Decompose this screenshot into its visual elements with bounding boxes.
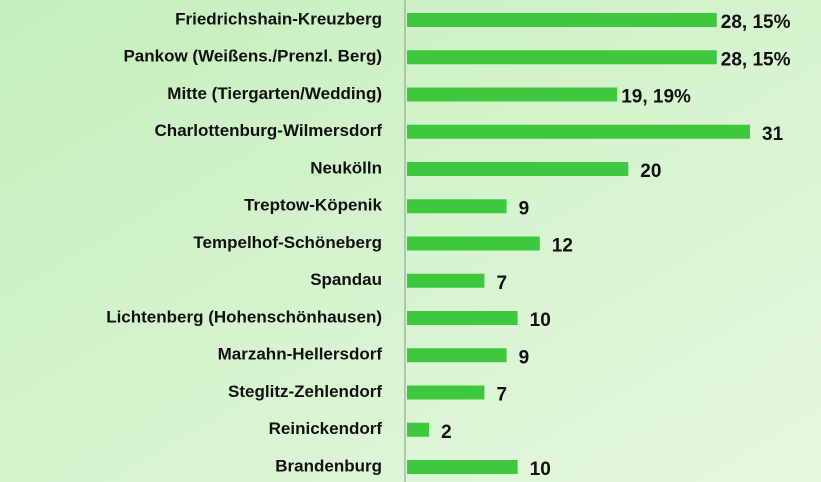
bar xyxy=(407,13,717,27)
category-label: Reinickendorf xyxy=(269,419,383,438)
value-label: 2 xyxy=(441,422,452,443)
category-label: Tempelhof-Schöneberg xyxy=(193,233,382,252)
category-label: Brandenburg xyxy=(275,456,382,475)
value-label: 9 xyxy=(519,347,530,368)
category-label: Marzahn-Hellersdorf xyxy=(218,345,383,364)
category-label: Lichtenberg (Hohenschönhausen) xyxy=(106,307,382,326)
category-label: Mitte (Tiergarten/Wedding) xyxy=(167,84,382,103)
value-label: 28, 15% xyxy=(721,49,791,70)
category-label: Steglitz-Zehlendorf xyxy=(228,382,382,401)
bar xyxy=(407,50,717,65)
bar xyxy=(407,385,485,400)
value-label: 10 xyxy=(530,459,551,480)
category-label: Treptow-Köpenik xyxy=(244,196,382,215)
value-label: 10 xyxy=(530,310,551,331)
value-label: 20 xyxy=(640,161,661,182)
bar xyxy=(407,348,507,363)
bar xyxy=(407,199,507,214)
bar xyxy=(407,236,540,251)
bar xyxy=(407,422,430,437)
value-label: 7 xyxy=(496,273,507,294)
category-label: Neukölln xyxy=(310,158,382,177)
value-label: 7 xyxy=(496,385,507,406)
category-label: Charlottenburg-Wilmersdorf xyxy=(155,121,383,140)
value-label: 19, 19% xyxy=(621,87,691,108)
bar xyxy=(407,162,629,176)
category-label: Pankow (Weißens./Prenzl. Berg) xyxy=(123,47,382,66)
category-label: Spandau xyxy=(310,270,382,289)
category-label: Friedrichshain-Kreuzberg xyxy=(175,9,382,28)
value-label: 31 xyxy=(762,124,784,145)
bar xyxy=(407,460,518,474)
value-label: 28, 15% xyxy=(721,12,791,33)
bar xyxy=(407,311,518,325)
value-label: 12 xyxy=(552,236,573,257)
value-label: 9 xyxy=(519,198,530,219)
bar xyxy=(407,124,750,139)
bar xyxy=(407,273,485,288)
bar xyxy=(407,87,618,102)
